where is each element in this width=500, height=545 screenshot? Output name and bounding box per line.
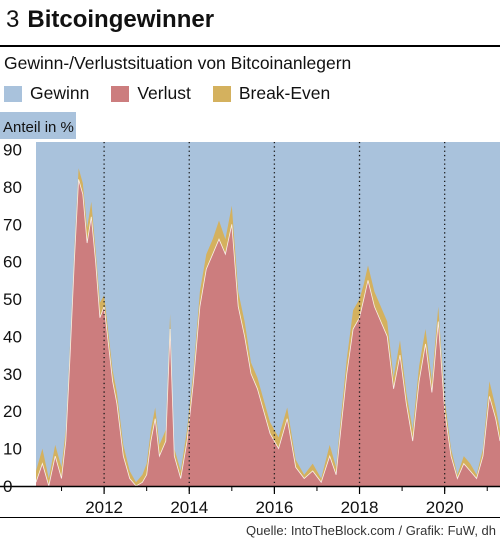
- footer-rule: [0, 517, 500, 518]
- y-tick-label-90: 90: [3, 140, 22, 159]
- y-tick-label-30: 30: [3, 365, 22, 384]
- x-tick-label-2016: 2016: [255, 498, 293, 517]
- chart-title: Bitcoingewinner: [27, 6, 215, 33]
- y-tick-label-10: 10: [3, 440, 22, 459]
- series-verlust-edge: [35, 179, 500, 487]
- title-row: 3 Bitcoingewinner: [6, 6, 214, 36]
- x-ticks: 2012 2014 2016 2018 2020: [61, 486, 488, 517]
- source-note: Quelle: IntoTheBlock.com / Grafik: FuW, …: [246, 523, 496, 538]
- y-axis-label: Anteil in %: [3, 119, 74, 136]
- y-tick-label-20: 20: [3, 402, 22, 421]
- title-rule: [0, 45, 500, 47]
- y-ticks: 0 10 20 30 40 50 60 70 80 90: [3, 140, 22, 496]
- legend-label-break-even: Break-Even: [238, 83, 331, 103]
- x-tick-label-2018: 2018: [341, 498, 379, 517]
- legend-swatch-gewinn: [4, 85, 22, 102]
- series-verlust-area: [36, 179, 500, 486]
- y-tick-label-50: 50: [3, 290, 22, 309]
- series-layer: [35, 168, 500, 487]
- y-tick-label-70: 70: [3, 215, 22, 234]
- y-tick-label-0: 0: [3, 477, 12, 496]
- legend-label-gewinn: Gewinn: [30, 83, 90, 103]
- legend-item-verlust: Verlust: [111, 83, 191, 104]
- legend-item-gewinn: Gewinn: [4, 83, 89, 104]
- y-tick-label-80: 80: [3, 178, 22, 197]
- legend: Gewinn Verlust Break-Even: [4, 83, 352, 104]
- y-tick-label-40: 40: [3, 327, 22, 346]
- figure-number: 3: [6, 6, 20, 33]
- legend-swatch-verlust: [111, 85, 130, 102]
- x-tick-label-2020: 2020: [426, 498, 464, 517]
- y-tick-label-60: 60: [3, 253, 22, 272]
- chart-area: Anteil in % 0 10 20 30 40 50 60 70 80 90 2012 2014…: [0, 112, 500, 517]
- ylabel-background: [0, 112, 76, 139]
- chart-subtitle: Gewinn-/Verlustsituation von Bitcoinanle…: [4, 53, 352, 73]
- x-tick-label-2012: 2012: [85, 498, 123, 517]
- grid-layer: [0, 142, 500, 488]
- x-tick-label-2014: 2014: [170, 498, 208, 517]
- legend-item-break-even: Break-Even: [212, 83, 331, 104]
- legend-label-verlust: Verlust: [137, 83, 191, 103]
- legend-swatch-break-even: [212, 85, 231, 102]
